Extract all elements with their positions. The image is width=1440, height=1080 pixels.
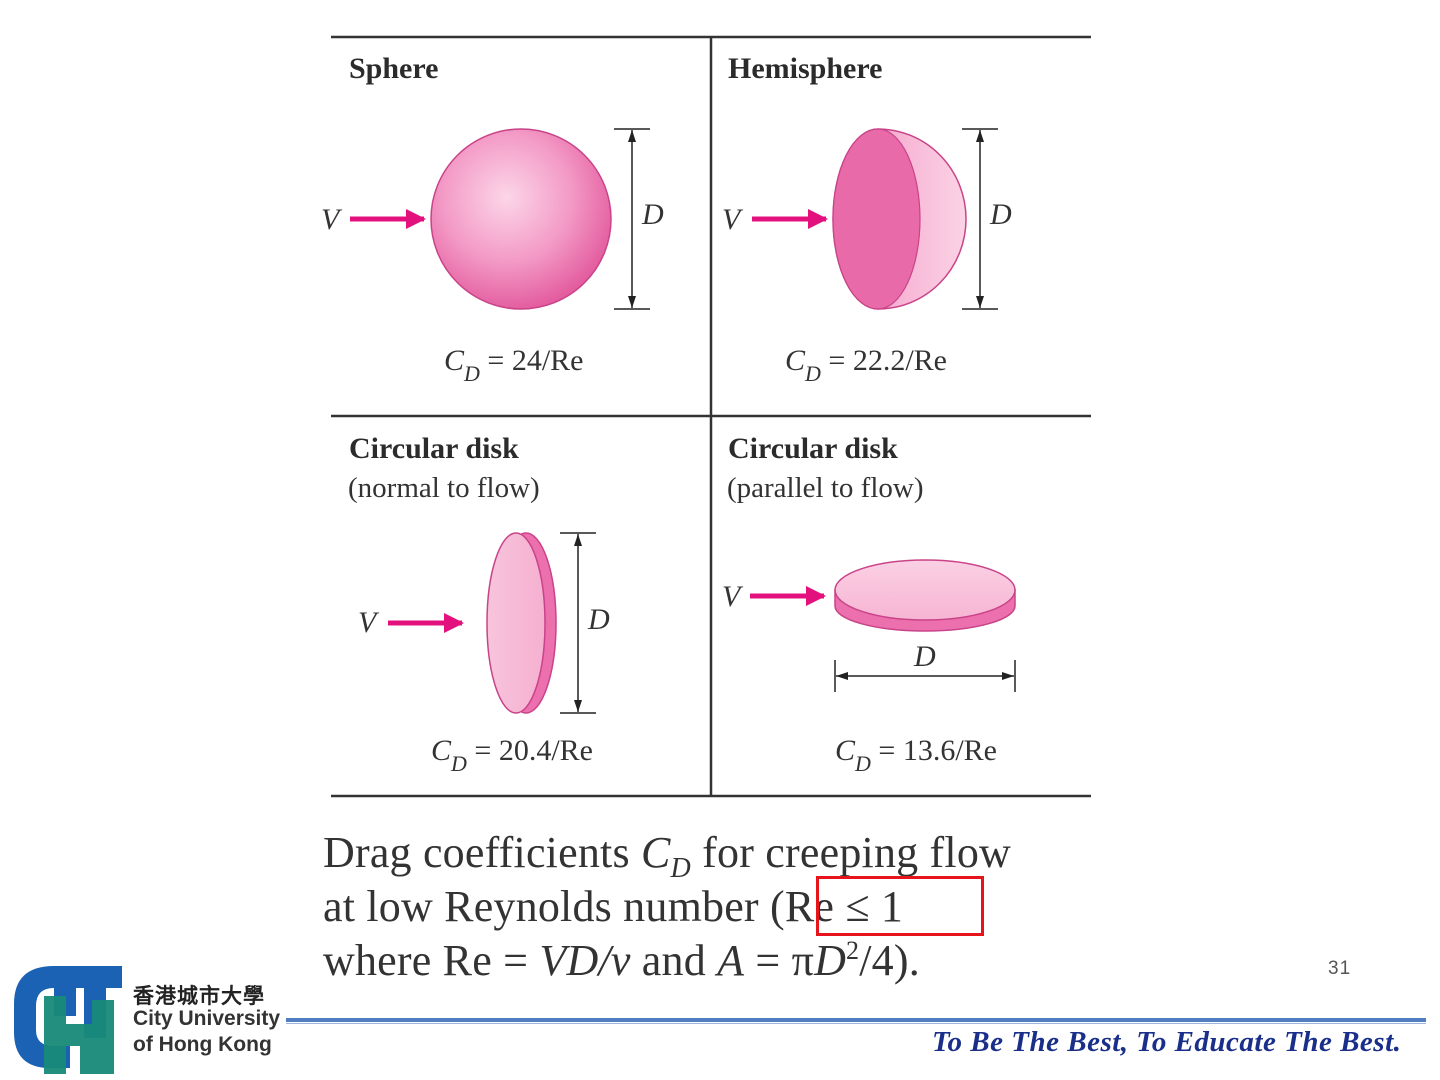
university-motto: To Be The Best, To Educate The Best. <box>932 1026 1402 1058</box>
footer-rule-thin <box>286 1023 1426 1024</box>
page-number: 31 <box>1328 958 1352 979</box>
caption-text: where Re = <box>323 936 540 985</box>
panel-disk-parallel: Circular disk (parallel to flow) V D CD … <box>722 432 1016 776</box>
panel-disk-normal: Circular disk (normal to flow) V D CD = … <box>348 432 610 776</box>
dimension-arrow-down <box>976 296 984 308</box>
university-name-chinese: 香港城市大學 <box>133 984 265 1008</box>
dimension-arrow-up <box>628 130 636 142</box>
dimension-arrow-right <box>1002 672 1014 680</box>
caption-line-1: Drag coefficients CD for creeping flow <box>323 826 1103 883</box>
drag-formula: CD = 22.2/Re <box>785 344 947 386</box>
logo-blue-mark <box>14 966 122 1068</box>
reynolds-highlight-box <box>816 876 984 936</box>
dimension-label: D <box>641 198 664 231</box>
panel-hemisphere: Hemisphere V D CD = 22.2/Re <box>722 52 1012 386</box>
exponent: 2 <box>846 936 860 965</box>
cityu-logo-icon <box>14 966 122 1074</box>
panel-title: Circular disk <box>349 432 519 465</box>
dimension-arrow-up <box>574 534 582 546</box>
disk-top-face <box>834 559 1016 621</box>
panel-subtitle: (parallel to flow) <box>727 472 923 504</box>
caption-text: Drag coefficients <box>323 828 641 877</box>
dimension-arrow-left <box>836 672 848 680</box>
table-grid <box>331 35 1091 798</box>
dimension-label: D <box>587 603 610 636</box>
caption-text: at low Reynolds number (Re ≤ 1 <box>323 882 904 931</box>
drag-formula: CD = 20.4/Re <box>431 734 593 776</box>
panel-subtitle: (normal to flow) <box>348 472 540 504</box>
panel-title: Hemisphere <box>728 52 882 85</box>
panel-title: Sphere <box>349 52 438 85</box>
diameter-symbol: D <box>814 936 847 985</box>
caption-line-3: where Re = VD/ν and A = πD2/4). <box>323 934 1103 988</box>
velocity-label: V <box>358 606 380 639</box>
figure-caption: Drag coefficients CD for creeping flow a… <box>323 826 1103 988</box>
drag-formula: CD = 13.6/Re <box>835 734 997 776</box>
vd-nu-symbol: VD/ν <box>539 936 631 985</box>
velocity-label: V <box>321 203 343 236</box>
drag-formula: CD = 24/Re <box>444 344 584 386</box>
caption-text: /4). <box>859 936 920 985</box>
caption-text: and <box>630 936 718 985</box>
caption-text: = π <box>744 936 815 985</box>
dimension-label: D <box>913 640 936 673</box>
caption-line-2: at low Reynolds number (Re ≤ 1 <box>323 880 1103 934</box>
cd-symbol: C <box>640 828 671 877</box>
logo-teal-mark <box>44 996 114 1074</box>
panel-title: Circular disk <box>728 432 898 465</box>
drag-coefficient-figure: Sphere V D CD = 24/Re Hemisphere V D CD … <box>321 35 1091 798</box>
cd-subscript: D <box>670 853 691 884</box>
university-name-line-2: of Hong Kong <box>133 1033 272 1056</box>
hemisphere-flat-face <box>832 128 921 310</box>
dimension-arrow-down <box>628 296 636 308</box>
sphere-shape <box>430 128 612 310</box>
dimension-arrow-up <box>976 130 984 142</box>
area-symbol: A <box>717 936 745 985</box>
panel-sphere: Sphere V D CD = 24/Re <box>321 52 664 386</box>
velocity-label: V <box>722 203 744 236</box>
velocity-label: V <box>722 580 744 613</box>
caption-text: for creeping flow <box>690 828 1011 877</box>
disk-face <box>486 532 546 714</box>
dimension-label: D <box>989 198 1012 231</box>
footer-rule <box>286 1018 1426 1022</box>
dimension-arrow-down <box>574 700 582 712</box>
university-name-line-1: City University <box>133 1007 281 1030</box>
